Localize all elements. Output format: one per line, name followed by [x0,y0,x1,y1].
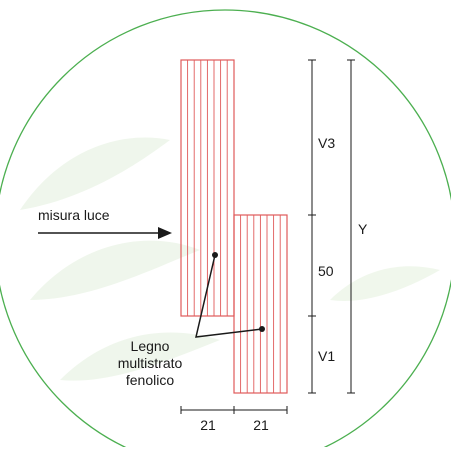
material-label-line3: fenolico [126,372,174,388]
opening-arrow-head [158,227,172,239]
material-label-line1: Legno [131,338,170,354]
dim-v1-label: V1 [318,348,335,364]
dim-50-label: 50 [318,263,334,279]
dimension-chain-segments [308,59,316,394]
material-label-line2: multistrato [118,355,183,371]
dim-width-left-label: 21 [200,417,216,433]
detail-circle [0,9,451,452]
dim-width-right-label: 21 [253,417,269,433]
material-leader [195,254,263,338]
dim-v3-label: V3 [318,135,335,151]
panel-lower [233,214,288,394]
opening-label: misura luce [38,207,110,223]
dimension-total [347,59,355,394]
dimension-widths [180,406,288,414]
leader-dot-lower [259,326,265,332]
watermark-leaves [20,137,440,381]
leader-dot-upper [212,252,218,258]
dim-y-label: Y [358,221,368,237]
panel-upper [180,59,235,317]
